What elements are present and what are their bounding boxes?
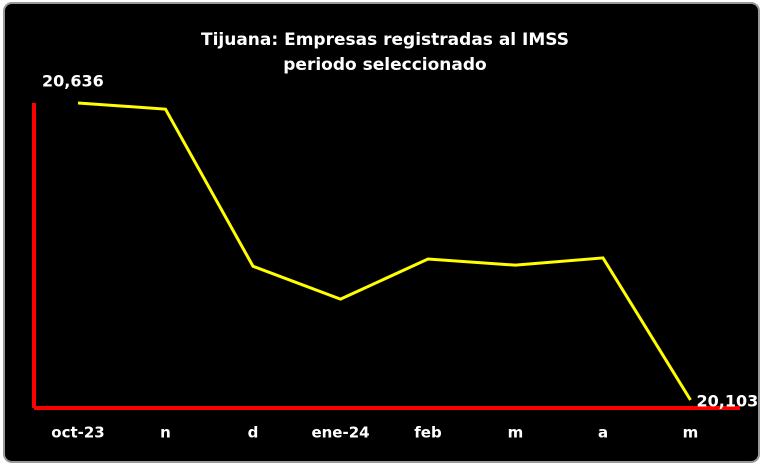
chart-background <box>3 2 760 463</box>
x-tick-label: d <box>248 424 259 442</box>
x-tick-label: a <box>598 424 608 442</box>
series-line <box>77 101 692 401</box>
data-label: 20,636 <box>42 72 104 91</box>
x-tick-label: feb <box>414 424 442 442</box>
x-tick-label: ene-24 <box>311 424 369 442</box>
x-tick-label: m <box>683 424 699 442</box>
chart-title: Tijuana: Empresas registradas al IMSS <box>201 30 569 50</box>
x-tick-label: n <box>160 424 171 442</box>
data-label: 20,103 <box>697 392 759 411</box>
x-tick-label: m <box>508 424 524 442</box>
x-tick-label: oct-23 <box>51 424 104 442</box>
chart-subtitle: periodo seleccionado <box>283 55 486 75</box>
